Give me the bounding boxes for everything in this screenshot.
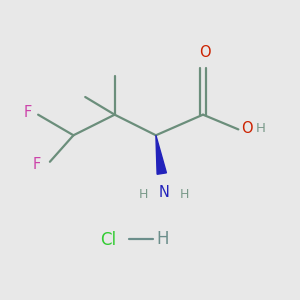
- Text: H: H: [180, 188, 189, 201]
- Text: N: N: [159, 185, 170, 200]
- Text: H: H: [156, 230, 168, 248]
- Text: Cl: Cl: [100, 231, 116, 249]
- Text: F: F: [33, 157, 41, 172]
- Text: F: F: [24, 105, 32, 120]
- Text: O: O: [199, 45, 210, 60]
- Text: O: O: [241, 121, 253, 136]
- Polygon shape: [156, 135, 166, 174]
- Text: H: H: [139, 188, 148, 201]
- Text: H: H: [255, 122, 265, 135]
